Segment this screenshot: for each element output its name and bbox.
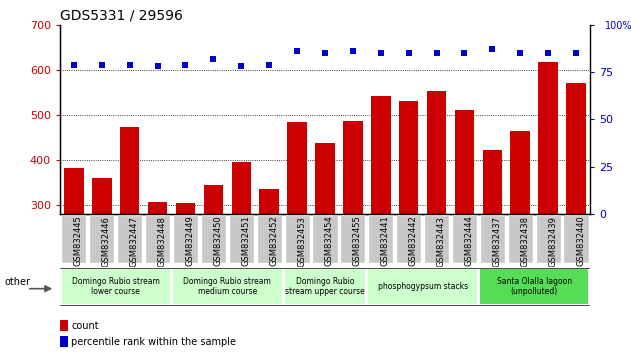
Bar: [399, 102, 418, 341]
Point: [543, 50, 553, 56]
Bar: [148, 201, 167, 341]
Bar: [424, 215, 449, 263]
Point: [432, 50, 442, 56]
Bar: [566, 84, 586, 341]
Bar: [64, 168, 84, 341]
Point: [487, 47, 497, 52]
Bar: [427, 91, 446, 341]
Text: GSM832449: GSM832449: [186, 216, 194, 267]
Bar: [89, 215, 114, 263]
Text: GSM832441: GSM832441: [380, 216, 390, 267]
Bar: [228, 215, 254, 263]
Bar: [371, 96, 391, 341]
Text: GSM832446: GSM832446: [102, 216, 111, 267]
Point: [292, 48, 302, 54]
Text: GSM832450: GSM832450: [213, 216, 222, 267]
Bar: [538, 62, 558, 341]
Bar: [145, 215, 170, 263]
Bar: [175, 203, 195, 341]
Point: [404, 50, 414, 56]
Y-axis label: 100%: 100%: [605, 21, 631, 31]
Bar: [508, 215, 533, 263]
Bar: [510, 131, 530, 341]
Text: Santa Olalla lagoon
(unpolluted): Santa Olalla lagoon (unpolluted): [497, 277, 572, 296]
Point: [208, 56, 218, 62]
Bar: [259, 189, 279, 341]
Bar: [61, 268, 171, 306]
Bar: [483, 150, 502, 341]
Point: [515, 50, 525, 56]
Bar: [61, 215, 86, 263]
Point: [180, 62, 191, 67]
Text: Domingo Rubio stream
medium course: Domingo Rubio stream medium course: [184, 277, 271, 296]
Bar: [287, 122, 307, 341]
Bar: [285, 215, 310, 263]
Text: other: other: [5, 277, 31, 287]
Bar: [60, 336, 68, 347]
Bar: [452, 215, 477, 263]
Bar: [396, 215, 422, 263]
Point: [97, 62, 107, 67]
Text: GSM832440: GSM832440: [576, 216, 585, 267]
Text: GDS5331 / 29596: GDS5331 / 29596: [60, 8, 183, 22]
Bar: [117, 215, 142, 263]
Text: GSM832438: GSM832438: [520, 216, 529, 267]
Text: GSM832452: GSM832452: [269, 216, 278, 267]
Text: phosphogypsum stacks: phosphogypsum stacks: [377, 282, 468, 291]
Text: GSM832454: GSM832454: [325, 216, 334, 267]
Point: [571, 50, 581, 56]
Bar: [455, 110, 475, 341]
Bar: [316, 143, 334, 341]
Text: GSM832443: GSM832443: [437, 216, 445, 267]
Point: [375, 50, 386, 56]
Bar: [201, 215, 226, 263]
Text: GSM832447: GSM832447: [130, 216, 139, 267]
Bar: [92, 178, 112, 341]
Text: GSM832444: GSM832444: [464, 216, 473, 267]
Point: [459, 50, 469, 56]
Text: Domingo Rubio stream
lower course: Domingo Rubio stream lower course: [72, 277, 160, 296]
Bar: [367, 268, 478, 306]
Text: Domingo Rubio
stream upper course: Domingo Rubio stream upper course: [285, 277, 365, 296]
Text: percentile rank within the sample: percentile rank within the sample: [71, 337, 236, 347]
Text: GSM832455: GSM832455: [353, 216, 362, 267]
Point: [264, 62, 274, 67]
Text: GSM832453: GSM832453: [297, 216, 306, 267]
Point: [153, 64, 163, 69]
Bar: [369, 215, 393, 263]
Text: GSM832442: GSM832442: [409, 216, 418, 267]
Bar: [60, 320, 68, 331]
Bar: [343, 121, 363, 341]
Text: GSM832448: GSM832448: [158, 216, 167, 267]
Bar: [284, 268, 366, 306]
Text: GSM832437: GSM832437: [492, 216, 502, 267]
Point: [348, 48, 358, 54]
Text: count: count: [71, 321, 98, 331]
Bar: [257, 215, 281, 263]
Bar: [312, 215, 338, 263]
Bar: [232, 162, 251, 341]
Text: GSM832439: GSM832439: [548, 216, 557, 267]
Bar: [480, 215, 505, 263]
Point: [69, 62, 79, 67]
Bar: [173, 215, 198, 263]
Point: [125, 62, 135, 67]
Point: [236, 64, 246, 69]
Text: GSM832451: GSM832451: [241, 216, 251, 267]
Text: GSM832445: GSM832445: [74, 216, 83, 267]
Bar: [120, 127, 139, 341]
Bar: [340, 215, 365, 263]
Bar: [536, 215, 561, 263]
Point: [320, 50, 330, 56]
Bar: [563, 215, 589, 263]
Bar: [204, 185, 223, 341]
Bar: [479, 268, 589, 306]
Bar: [172, 268, 283, 306]
